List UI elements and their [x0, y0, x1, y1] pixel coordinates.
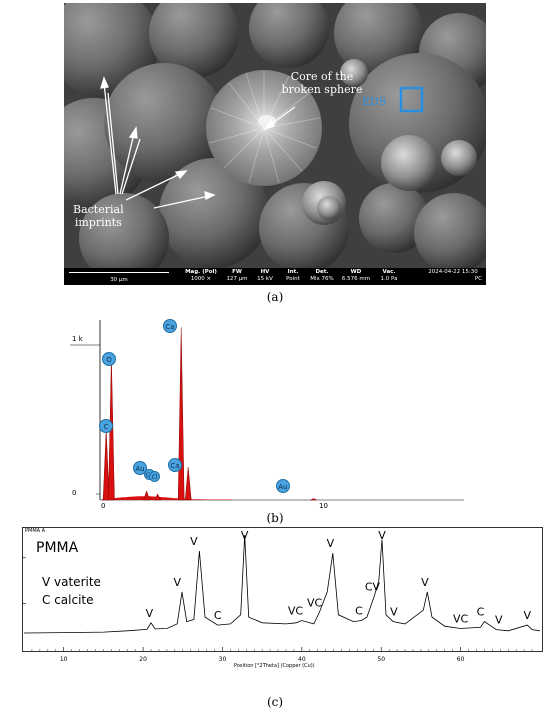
xrd-peak-label: V — [390, 606, 398, 619]
eds-y-tick-label-zero: 0 — [72, 489, 77, 497]
databar-value: 127 µm — [226, 276, 248, 282]
xrd-x-tick-label: 60 — [457, 656, 465, 663]
eds-x-tick-label-zero: 0 — [101, 502, 106, 510]
xrd-series-line — [23, 534, 541, 634]
sem-image — [64, 3, 486, 285]
xrd-header: PMMA A — [25, 528, 46, 534]
eds-label: EDS — [362, 95, 387, 108]
databar-value: Mix 76% — [310, 276, 334, 282]
xrd-legend-vaterite: V vaterite — [42, 575, 101, 589]
databar-value: 6.576 mm — [341, 276, 371, 282]
databar-datetime: 2024-04-22 15:30 — [428, 269, 478, 275]
xrd-sample-label: PMMA — [36, 540, 79, 556]
eds-peak-ca — [184, 466, 192, 501]
core-label-line2: broken sphere — [281, 83, 363, 96]
xrd-peak-label: C — [214, 609, 222, 622]
xrd-peak-label: V — [327, 537, 335, 550]
databar-head: Int. — [287, 269, 299, 275]
eds-peaks — [102, 327, 317, 501]
element-marker-ca: Ca — [168, 458, 182, 472]
xrd-peak-label: V — [190, 535, 198, 548]
caption-b: (b) — [266, 511, 284, 525]
xrd-x-axis-label: Position [°2Theta] (Copper (Cu)) — [234, 663, 315, 669]
xrd-plot-frame — [22, 527, 543, 652]
annotation-arrows — [100, 76, 424, 209]
xrd-peak-label: VC — [307, 597, 323, 610]
eds-peak-c — [102, 429, 110, 501]
databar-head: WD — [350, 269, 362, 275]
eds-peak-cl — [154, 493, 162, 501]
xrd-peak-label: V — [378, 529, 386, 542]
databar-head: Vac. — [382, 269, 396, 275]
element-marker-c: C — [99, 419, 113, 433]
element-marker-o: O — [102, 352, 116, 366]
xrd-peak-label: CV — [365, 581, 381, 594]
sem-micrograph: Core of the broken sphere EDS Bacterial … — [64, 3, 486, 285]
xrd-x-axis: 10 20 30 40 50 60 — [31, 647, 533, 663]
databar-value: Point — [286, 276, 300, 282]
element-marker-au: Au — [133, 461, 147, 475]
element-marker-cl: Cl — [149, 471, 160, 482]
eds-continuum — [102, 496, 232, 500]
databar-value: 1.0 Pa — [380, 276, 398, 282]
sem-databar: 30 µm Mag. (Pol) 1000 × FW 127 µm HV 15 kV … — [64, 268, 486, 285]
element-marker-ca: Ca — [163, 319, 177, 333]
core-label-line1: Core of the — [290, 70, 354, 83]
eds-spectrum: 1 k 0 0 10 O C Ca Ca Au Au Ca Cl — [64, 318, 464, 510]
scale-bar — [69, 272, 169, 273]
bacterial-label-line1: Bacterial — [73, 203, 124, 216]
bacterial-label-line2: imprints — [74, 216, 122, 229]
xrd-peak-label: V — [495, 614, 503, 627]
databar-head: HV — [260, 269, 270, 275]
xrd-peak-label: V — [524, 609, 532, 622]
xrd-peak-label: C — [477, 606, 485, 619]
xrd-peak-label: V — [421, 576, 429, 589]
scale-label: 30 µm — [110, 277, 128, 283]
xrd-x-tick-label: 50 — [377, 656, 385, 663]
databar-value: 15 kV — [257, 276, 273, 282]
eds-peak-au — [310, 498, 317, 501]
xrd-peak-label: V — [173, 576, 181, 589]
xrd-x-tick-label: 10 — [60, 656, 68, 663]
eds-y-tick-label-top: 1 k — [72, 335, 83, 343]
xrd-x-tick-label: 40 — [298, 656, 306, 663]
caption-c: (c) — [266, 695, 284, 709]
element-marker-au: Au — [276, 479, 290, 493]
xrd-peak-label: V — [146, 607, 154, 620]
xrd-peak-label: VC — [288, 605, 304, 618]
eds-peak-ca — [177, 327, 185, 501]
databar-head: Mag. (Pol) — [185, 269, 217, 275]
xrd-peak-label: V — [241, 529, 249, 542]
eds-chart — [70, 320, 464, 501]
xrd-peak-label: C — [355, 605, 363, 618]
databar-value: 1000 × — [190, 276, 212, 282]
databar-mode: PC — [474, 276, 482, 282]
databar-head: FW — [232, 269, 242, 275]
xrd-x-tick-label: 30 — [219, 656, 227, 663]
xrd-legend-calcite: C calcite — [42, 593, 94, 607]
xrd-x-tick-label: 20 — [139, 656, 147, 663]
xrd-peak-label: VC — [453, 612, 469, 625]
eds-peak-au — [143, 490, 150, 501]
databar-head: Det. — [315, 269, 329, 275]
eds-x-tick-label-ten: 10 — [319, 502, 328, 510]
caption-a: (a) — [266, 290, 284, 304]
